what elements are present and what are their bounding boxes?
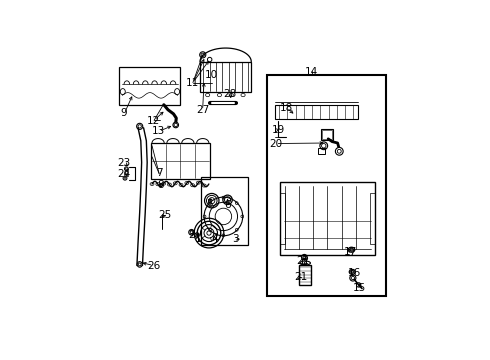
Text: 11: 11 — [186, 77, 199, 87]
Text: 22: 22 — [296, 256, 309, 266]
Text: 16: 16 — [347, 268, 361, 278]
Bar — [279, 182, 375, 255]
Text: 23: 23 — [118, 158, 131, 168]
Text: 27: 27 — [196, 105, 209, 115]
Text: 10: 10 — [205, 70, 219, 80]
Bar — [275, 105, 358, 119]
Text: 19: 19 — [271, 125, 285, 135]
Ellipse shape — [173, 122, 178, 128]
Text: 21: 21 — [294, 273, 307, 283]
Text: 1: 1 — [195, 234, 201, 244]
Text: 4: 4 — [211, 234, 218, 244]
Bar — [369, 193, 375, 244]
Bar — [302, 259, 306, 264]
Ellipse shape — [137, 262, 142, 267]
Text: 7: 7 — [156, 168, 162, 179]
Text: 9: 9 — [121, 108, 127, 118]
Text: 13: 13 — [151, 126, 165, 136]
Bar — [279, 193, 285, 244]
Bar — [321, 130, 332, 139]
Text: 24: 24 — [118, 169, 131, 179]
Text: 18: 18 — [280, 103, 293, 113]
Text: 5: 5 — [206, 199, 213, 209]
Bar — [200, 62, 251, 92]
Bar — [299, 265, 311, 285]
Bar — [120, 67, 180, 105]
Text: 20: 20 — [269, 139, 282, 149]
Text: 28: 28 — [224, 89, 237, 99]
Text: 3: 3 — [233, 234, 239, 244]
Text: 2: 2 — [188, 230, 195, 240]
Bar — [320, 129, 333, 140]
Bar — [201, 176, 248, 245]
Bar — [150, 143, 210, 179]
Bar — [318, 148, 325, 154]
Ellipse shape — [335, 148, 343, 155]
Ellipse shape — [301, 255, 307, 260]
Text: 8: 8 — [158, 180, 164, 190]
Text: 6: 6 — [224, 199, 231, 210]
Text: 17: 17 — [344, 247, 357, 257]
Text: 15: 15 — [353, 283, 367, 293]
Text: 25: 25 — [158, 210, 172, 220]
Text: 12: 12 — [147, 116, 160, 126]
Bar — [267, 75, 386, 296]
Text: 14: 14 — [305, 67, 318, 77]
Text: 26: 26 — [147, 261, 160, 270]
